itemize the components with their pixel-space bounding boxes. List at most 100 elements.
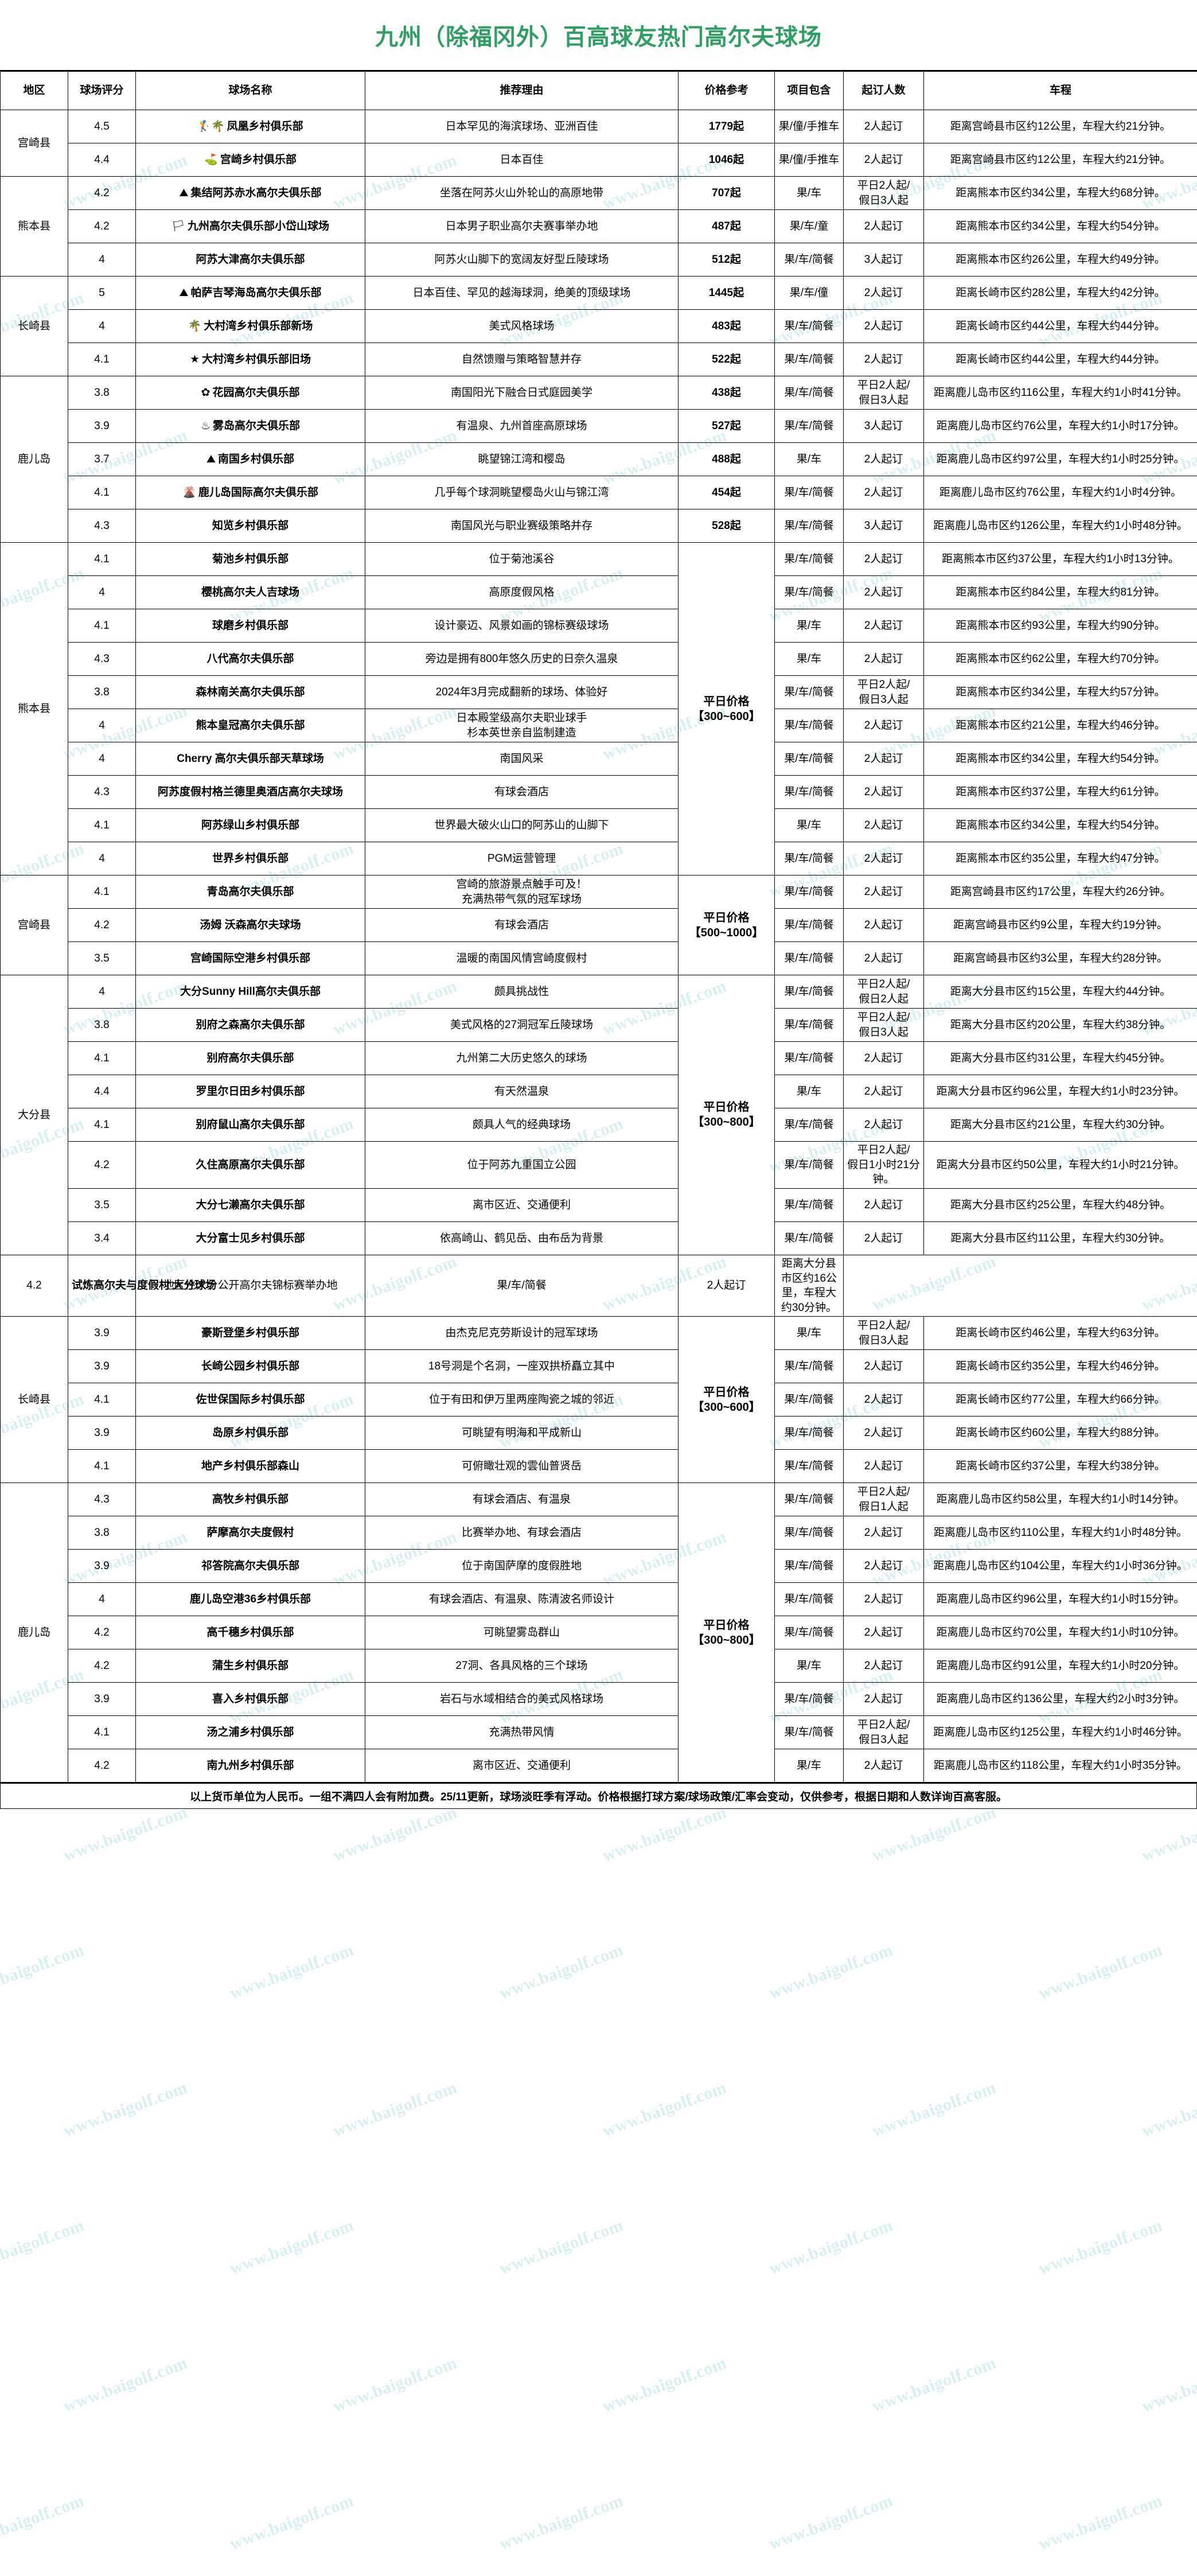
table-row[interactable]: 4.2 🏳 九州高尔夫俱乐部小岱山球场 日本男子职业高尔夫赛事举办地 487起 果/车/童… [1, 209, 1197, 243]
table-row[interactable]: 3.9 ♨ 雾岛高尔夫俱乐部 有温泉、九州首座高原球场 527起 果/车/简餐 3人起订 距离… [1, 409, 1197, 443]
table-row[interactable]: 3.5 宫崎国际空港乡村俱乐部 温暖的南国风情宫崎度假村 果/车/简餐 2人起订 距离宫崎… [1, 941, 1197, 975]
table-row[interactable]: 4.1 球磨乡村俱乐部 设计豪迈、风景如画的锦标赛级球场 果/车 2人起订 距离熊本市区约… [1, 609, 1197, 643]
table-row[interactable]: 4.2 南九州乡村俱乐部 离市区近、交通便利 果/车 2人起订 距离鹿儿岛市区约118公里… [1, 1749, 1197, 1783]
table-row[interactable]: 4.3 阿苏度假村格兰德里奥酒店高尔夫球场 有球会酒店 果/车/简餐 2人起订 距离熊本市… [1, 775, 1197, 809]
table-row[interactable]: 3.7 ⛰ 南国乡村俱乐部 眺望锦江湾和樱岛 488起 果/车 2人起订 距离鹿儿岛市区约97… [1, 442, 1197, 476]
table-row[interactable]: 熊本县 4.2 ⛰ 集结阿苏赤水高尔夫俱乐部 坐落在阿苏火山外轮山的高原地带 707起 果/… [0, 176, 1197, 277]
cell-course-name: 佐世保国际乡村俱乐部 [135, 1383, 365, 1417]
cell-min-party: 2人起订 [843, 1188, 924, 1222]
table-row[interactable]: 4 鹿儿岛空港36乡村俱乐部 有球会酒店、有温泉、陈清波名师设计 果/车/简餐 2人起订… [1, 1582, 1197, 1617]
cell-included: 果/车/简餐 [774, 941, 844, 975]
cell-price: 512起 [678, 243, 775, 277]
cell-drive: 距离大分县市区约96公里，车程大约1小时23分钟。 [923, 1075, 1197, 1108]
cell-reason: 九州第二大历史悠久的球场 [365, 1041, 679, 1075]
table-row[interactable]: 4.2 试炼高尔夫与度假村 大分球场 地区性大分公开高尔夫锦标赛举办地 果/车/简餐 2… [0, 1254, 1197, 1317]
cell-course-name: 🌴 大村湾乡村俱乐部新场 [135, 309, 365, 343]
watermark-text: www.baigolf.com [0, 2216, 87, 2278]
cell-drive: 距离宫崎县市区约12公里，车程大约21分钟。 [923, 110, 1197, 143]
table-row[interactable]: 4.1 别府高尔夫俱乐部 九州第二大历史悠久的球场 果/车/简餐 2人起订 距离大分县市区… [1, 1041, 1197, 1075]
cell-score: 4 [68, 975, 136, 1009]
table-row[interactable]: 4.1 🌋 鹿儿岛国际高尔夫俱乐部 几乎每个球洞眺望樱岛火山与锦江湾 454起 果/车/简… [1, 476, 1197, 509]
cell-drive: 距离大分县市区约25公里，车程大约48分钟。 [923, 1188, 1197, 1222]
cell-reason: 离市区近、交通便利 [365, 1188, 679, 1222]
cell-included: 果/车/简餐 [774, 243, 844, 277]
cell-score: 3.4 [68, 1221, 136, 1255]
cell-reason: 比赛举办地、有球会酒店 [365, 1516, 679, 1550]
cell-price: 527起 [678, 409, 775, 443]
cell-min-party: 2人起订 [843, 842, 924, 875]
watermark-text: www.baigolf.com [227, 1940, 357, 2003]
cell-min-party: 2人起订 [843, 1075, 924, 1108]
table-row[interactable]: 3.9 祁答院高尔夫俱乐部 位于南国萨摩的度假胜地 果/车/简餐 2人起订 距离鹿儿岛市区… [1, 1549, 1197, 1583]
cell-included: 果/车/简餐 [774, 343, 844, 376]
cell-course-name: 🏌️🌴 凤凰乡村俱乐部 [135, 110, 365, 143]
table-row[interactable]: 4.3 知览乡村俱乐部 南国风光与职业赛级策略并存 528起 果/车/简餐 3人起订 距离鹿… [1, 509, 1197, 543]
table-row[interactable]: 4.3 八代高尔夫俱乐部 旁边是拥有800年悠久历史的日奈久温泉 果/车 2人起订 距离熊… [1, 642, 1197, 676]
cell-drive: 距离长崎市区约60公里，车程大约88分钟。 [923, 1416, 1197, 1450]
watermark-text: www.baigolf.com [870, 1803, 999, 1865]
cell-included: 果/车/简餐 [774, 908, 844, 942]
cell-drive: 距离大分县市区约16公里，车程大约30分钟。 [774, 1254, 844, 1317]
table-row[interactable]: 3.8 萨摩高尔夫度假村 比赛举办地、有球会酒店 果/车/简餐 2人起订 距离鹿儿岛市区约… [1, 1516, 1197, 1550]
cell-score: 3.9 [68, 1416, 136, 1450]
cell-included: 果/车/简餐 [774, 875, 844, 909]
cell-course-name: ⛰ 帕萨吉琴海岛高尔夫俱乐部 [135, 276, 365, 310]
cell-reason: PGM运营管理 [365, 842, 679, 875]
cell-reason: 27洞、各具风格的三个球场 [365, 1649, 679, 1683]
cell-drive: 距离大分县市区约21公里，车程大约30分钟。 [923, 1108, 1197, 1142]
table-row[interactable]: 4.4 罗里尔日田乡村俱乐部 有天然温泉 果/车 2人起订 距离大分县市区约96公里，车程… [1, 1075, 1197, 1108]
cell-included: 果/车/简餐 [774, 1482, 844, 1517]
table-row[interactable]: 鹿儿岛 3.8 ✿ 花园高尔夫俱乐部 南国阳光下融合日式庭园美学 438起 果/车/简餐 平日… [0, 376, 1197, 543]
column-header-reason: 推荐理由 [365, 71, 679, 110]
table-row[interactable]: 4.1 汤之浦乡村俱乐部 充满热带风情 果/车/简餐 平日2人起/假日3人起 距离鹿儿岛市… [1, 1715, 1197, 1750]
table-row[interactable]: 4.1 地产乡村俱乐部森山 可俯瞰壮观的雲仙普贤岳 果/车/简餐 2人起订 距离长崎市区约… [1, 1449, 1197, 1484]
cell-score: 3.8 [68, 675, 136, 709]
table-row[interactable]: 4 Cherry 高尔夫俱乐部天草球场 南国风采 果/车/简餐 2人起订 距离熊本市区约3… [1, 742, 1197, 776]
table-row[interactable]: 4 阿苏大津高尔夫俱乐部 阿苏火山脚下的宽阔友好型丘陵球场 512起 果/车/简餐 3人起… [1, 243, 1197, 277]
table-row[interactable]: 熊本县 4.1 菊池乡村俱乐部 位于菊池溪谷 平日价格 【300~600】 果/车/简餐 2人… [0, 542, 1197, 875]
cell-drive: 距离熊本市区约62公里，车程大约70分钟。 [923, 642, 1197, 676]
table-row[interactable]: 4 🌴 大村湾乡村俱乐部新场 美式风格球场 483起 果/车/简餐 2人起订 距离长崎市区约4… [1, 309, 1197, 343]
table-row[interactable]: 大分县 4 大分Sunny Hill高尔夫俱乐部 颇具挑战性 平日价格 【300~800】… [0, 975, 1197, 1255]
table-row[interactable]: 鹿儿岛 4.3 高牧乡村俱乐部 有球会酒店、有温泉 平日价格 【300~800】 果/车/简… [0, 1482, 1197, 1783]
cell-included: 果/车/简餐 [365, 1254, 679, 1317]
table-row[interactable]: 3.9 岛原乡村俱乐部 可眺望有明海和平成新山 果/车/简餐 2人起订 距离长崎市区约60… [1, 1416, 1197, 1450]
table-row[interactable]: 宫崎县 4.1 青岛高尔夫俱乐部 宫崎的旅游景点触手可及！ 充满热带气氛的冠军球场 平日价… [0, 875, 1197, 975]
table-row[interactable]: 3.4 大分富士见乡村俱乐部 依高崎山、鹤见岳、由布岳为背景 果/车/简餐 2人起订 距离… [1, 1221, 1197, 1255]
table-row[interactable]: 4.2 蒲生乡村俱乐部 27洞、各具风格的三个球场 果/车 2人起订 距离鹿儿岛市区约91… [1, 1649, 1197, 1683]
table-row[interactable]: 4.2 汤姆 沃森高尔夫球场 有球会酒店 果/车/简餐 2人起订 距离宫崎县市区约9公里，… [1, 908, 1197, 942]
cell-drive: 距离长崎市区约46公里，车程大约63分钟。 [923, 1316, 1197, 1351]
sheet-title-bar: 九州（除福冈外）百高球友热门高尔夫球场 [0, 0, 1197, 71]
cell-score: 4.2 [68, 908, 136, 942]
table-row[interactable]: 3.8 森林南关高尔夫俱乐部 2024年3月完成翻新的球场、体验好 果/车/简餐 平日2… [1, 675, 1197, 709]
cell-drive: 距离熊本市区约34公里，车程大约54分钟。 [923, 808, 1197, 842]
table-row[interactable]: 长崎县 5 ⛰ 帕萨吉琴海岛高尔夫俱乐部 日本百佳、罕见的越海球洞，绝美的顶级球场 144… [0, 276, 1197, 376]
cell-drive: 距离鹿儿岛市区约70公里，车程大约1小时10分钟。 [923, 1616, 1197, 1650]
cell-included: 果/车/简餐 [774, 575, 844, 609]
table-row[interactable]: 长崎县 3.9 豪斯登堡乡村俱乐部 由杰克尼克劳斯设计的冠军球场 平日价格 【300~60… [0, 1316, 1197, 1484]
table-row[interactable]: 4 世界乡村俱乐部 PGM运营管理 果/车/简餐 2人起订 距离熊本市区约35公里，车程大… [1, 842, 1197, 875]
table-row[interactable]: 4 樱桃高尔夫人吉球场 高原度假风格 果/车/简餐 2人起订 距离熊本市区约84公里，车程… [1, 575, 1197, 609]
table-row[interactable]: 4.2 久住高原高尔夫俱乐部 位于阿苏九重国立公园 果/车/简餐 平日2人起/假日1小时… [1, 1141, 1197, 1189]
table-row[interactable]: 3.9 喜入乡村俱乐部 岩石与水域相结合的美式风格球场 果/车/简餐 2人起订 距离鹿儿岛… [1, 1682, 1197, 1717]
table-row[interactable]: 4.1 佐世保国际乡村俱乐部 位于有田和伊万里两座陶瓷之城的邻近 果/车/简餐 2人起订… [1, 1383, 1197, 1417]
cell-course-name: Cherry 高尔夫俱乐部天草球场 [135, 742, 365, 776]
table-row[interactable]: 3.8 别府之森高尔夫俱乐部 美式风格的27洞冠军丘陵球场 果/车/简餐 平日2人起/假… [1, 1008, 1197, 1042]
watermark-text: www.baigolf.com [766, 2216, 896, 2278]
table-row[interactable]: 4.1 ★ 大村湾乡村俱乐部旧场 自然馈赠与策略智慧并存 522起 果/车/简餐 2人起订距… [1, 343, 1197, 376]
cell-drive: 距离长崎市区约77公里，车程大约66分钟。 [923, 1383, 1197, 1417]
table-row[interactable]: 4.4 ⛳ 宫崎乡村俱乐部 日本百佳 1046起 果/僮/手推车 2人起订 距离宫崎县市区约1… [1, 143, 1197, 177]
table-row[interactable]: 3.5 大分七濑高尔夫俱乐部 离市区近、交通便利 果/车/简餐 2人起订 距离大分县市区约… [1, 1188, 1197, 1222]
table-row[interactable]: 3.9 长崎公园乡村俱乐部 18号洞是个名洞，一座双拱桥矗立其中 果/车/简餐 2人起订… [1, 1349, 1197, 1384]
table-row[interactable]: 4.2 高千穗乡村俱乐部 可眺望雾岛群山 果/车/简餐 2人起订 距离鹿儿岛市区约70公里… [1, 1616, 1197, 1650]
cell-region: 熊本县 [0, 176, 68, 277]
course-badge-icon: 🌴 [188, 320, 202, 332]
table-row[interactable]: 4.1 阿苏绿山乡村俱乐部 世界最大破火山口的阿苏山的山脚下 果/车 2人起订 距离熊本市… [1, 808, 1197, 842]
table-row[interactable]: 4.1 别府鼠山高尔夫俱乐部 颇具人气的经典球场 果/车/简餐 2人起订 距离大分县市区约… [1, 1108, 1197, 1142]
cell-drive: 距离长崎市区约44公里，车程大约44分钟。 [923, 309, 1197, 343]
table-row[interactable]: 4 熊本皇冠高尔夫俱乐部 日本殿堂级高尔夫职业球手 杉本英世亲自监制建造 果/车/简餐 2… [1, 709, 1197, 742]
cell-course-name: ⛰ 集结阿苏赤水高尔夫俱乐部 [135, 176, 365, 210]
cell-score: 4.3 [68, 775, 136, 809]
cell-course-name: 🏳 九州高尔夫俱乐部小岱山球场 [135, 209, 365, 243]
table-row[interactable]: 宫崎县 4.5 🏌️🌴 凤凰乡村俱乐部 日本罕见的海滨球场、亚洲百佳 1779起 果/僮/手… [0, 110, 1197, 177]
